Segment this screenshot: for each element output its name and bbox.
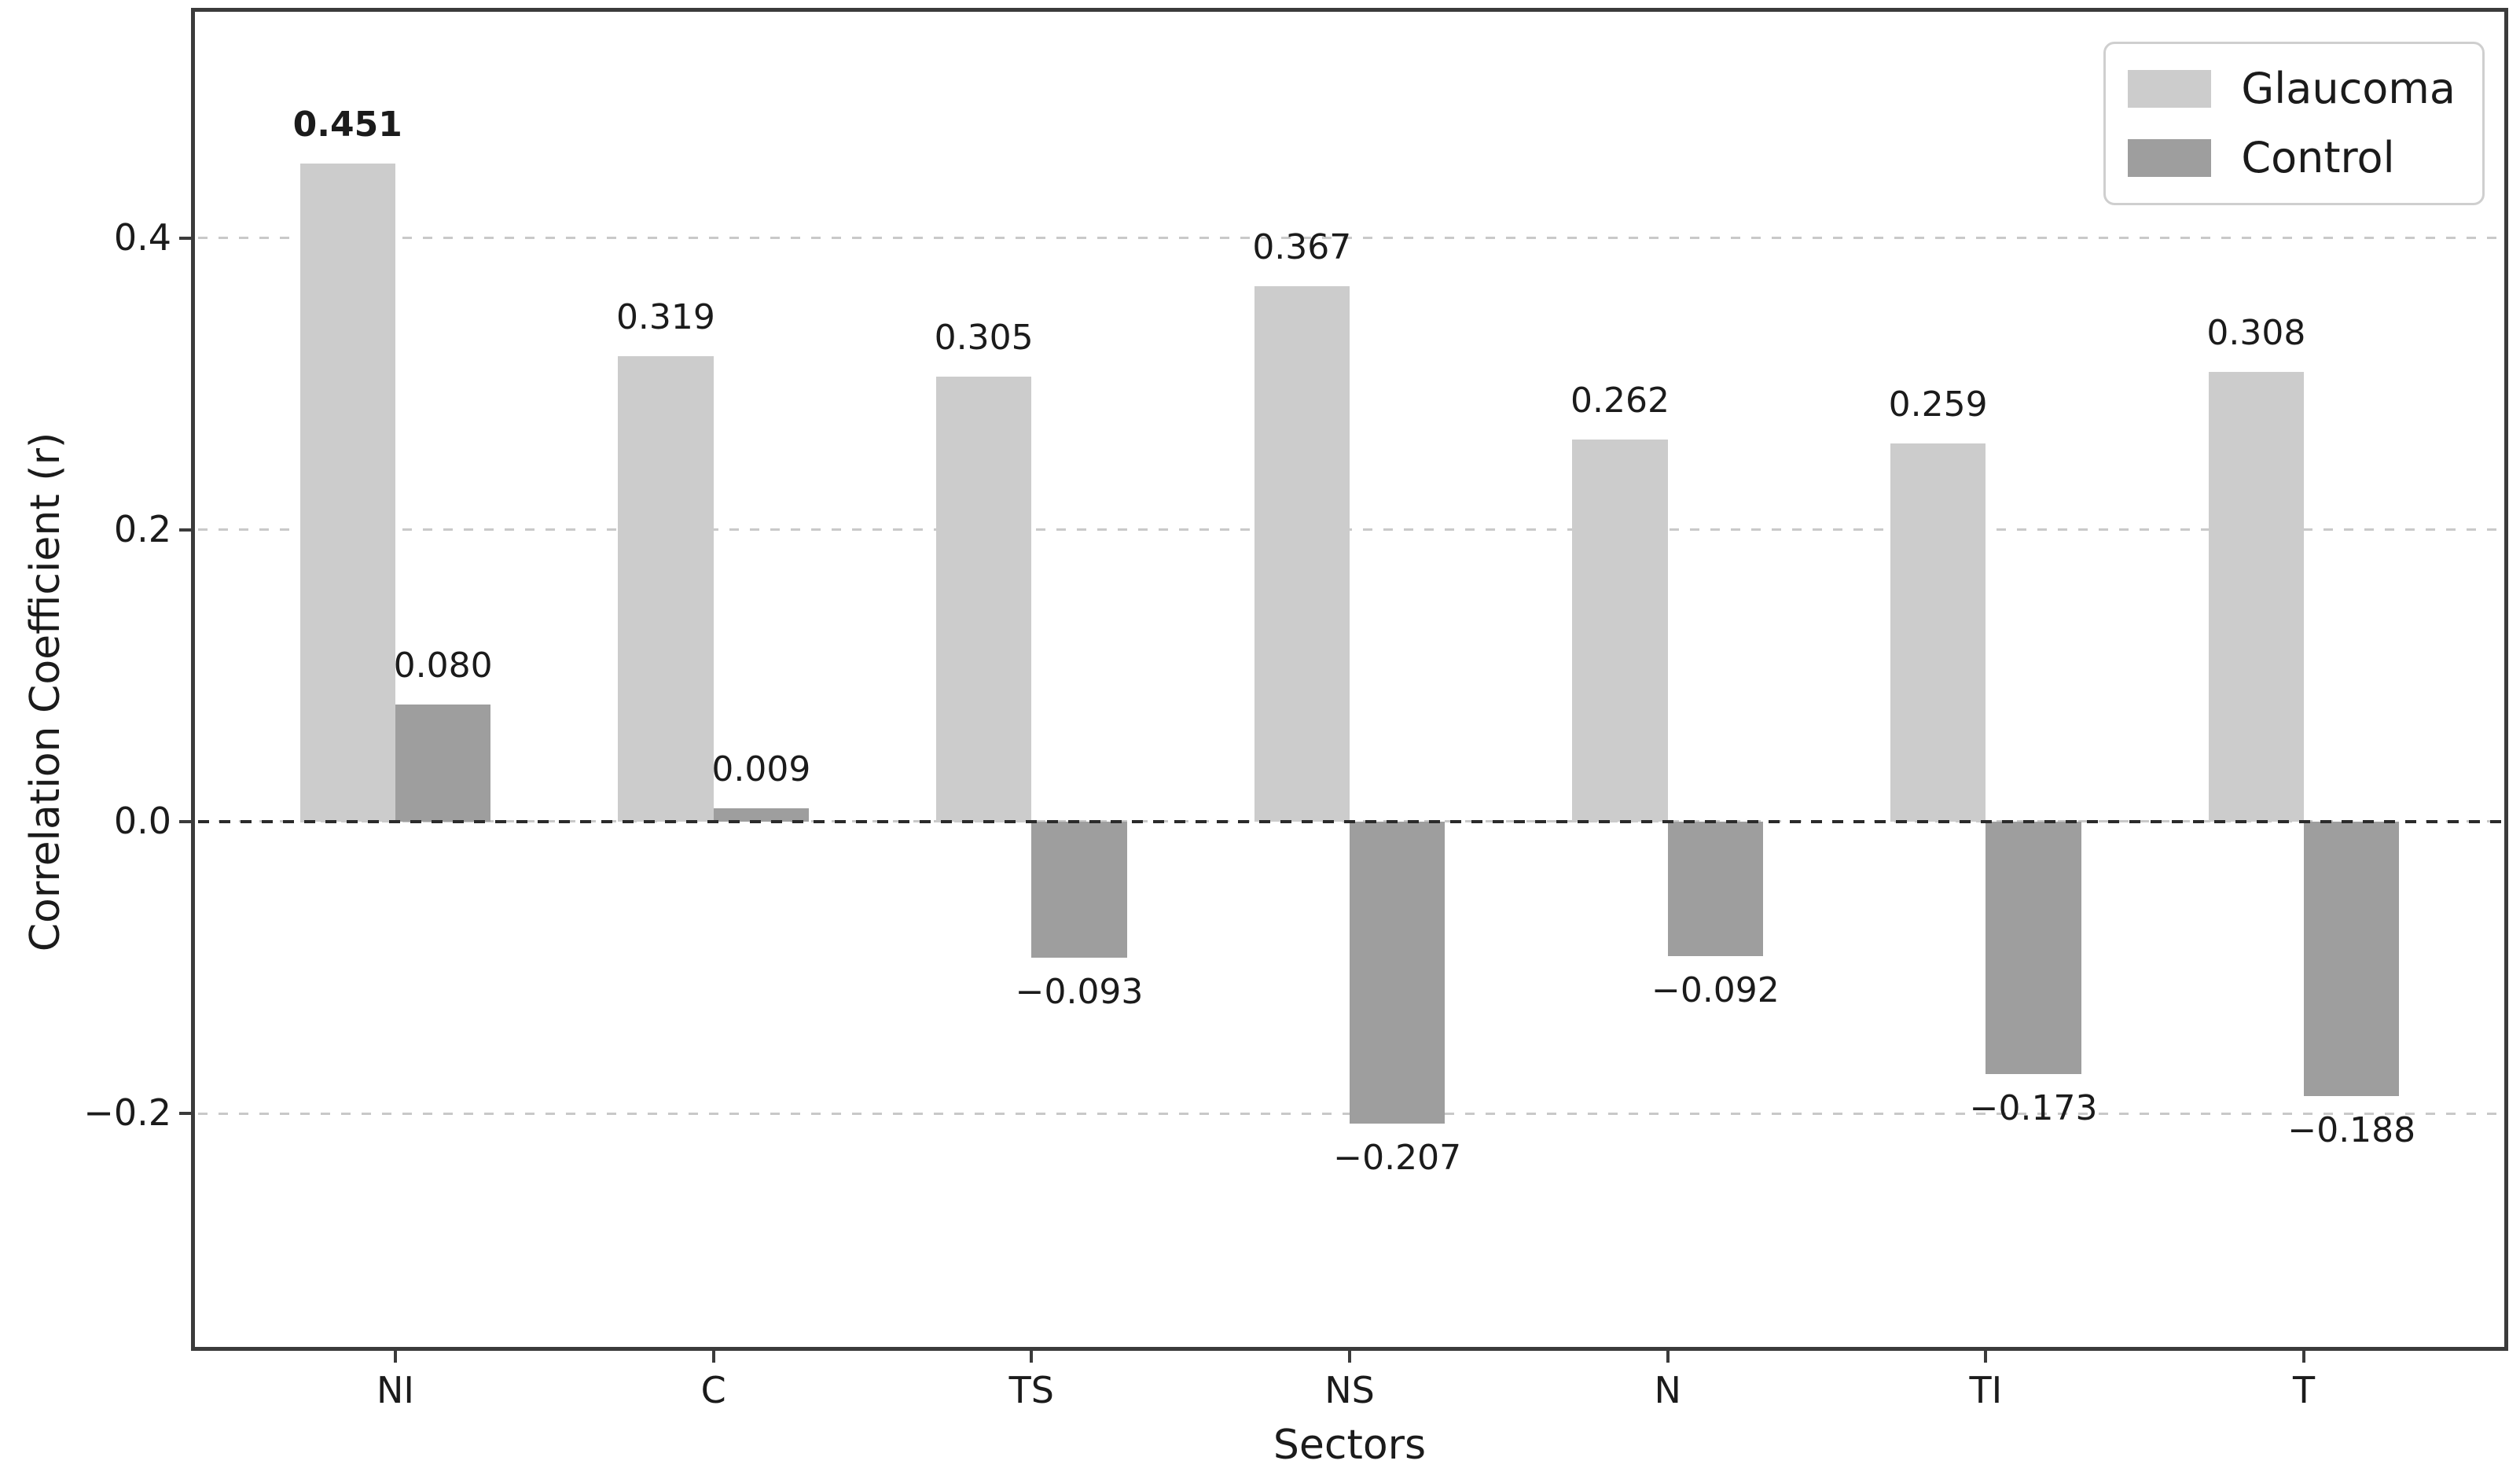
bar-control-NS	[1350, 821, 1446, 1124]
bar-glaucoma-N	[1572, 439, 1668, 822]
bar-control-TI	[1986, 821, 2081, 1074]
x-tick	[711, 1347, 715, 1363]
value-label-glaucoma-T: 0.308	[2206, 313, 2306, 354]
bar-glaucoma-NS	[1254, 285, 1350, 822]
value-label-glaucoma-NI: 0.451	[292, 104, 402, 145]
legend: Glaucoma Control	[2103, 42, 2485, 206]
value-label-control-NS: −0.207	[1333, 1138, 1462, 1179]
legend-item-control: Control	[2128, 133, 2456, 183]
glaucoma-swatch-icon	[2128, 70, 2212, 109]
x-tick-label-TI: TI	[1969, 1369, 2003, 1411]
value-label-control-NI: 0.080	[393, 646, 493, 686]
bar-glaucoma-C	[618, 355, 714, 822]
x-tick	[1030, 1347, 1034, 1363]
bar-control-NI	[395, 705, 491, 822]
bar-control-T	[2304, 821, 2400, 1096]
bar-glaucoma-NI	[299, 163, 395, 822]
y-tick	[179, 819, 195, 823]
control-swatch-icon	[2128, 139, 2212, 178]
value-label-glaucoma-NS: 0.367	[1252, 226, 1352, 267]
bar-control-N	[1667, 821, 1764, 956]
y-tick-label: 0.2	[113, 507, 171, 550]
x-tick-label-TS: TS	[1008, 1369, 1054, 1411]
value-label-control-TS: −0.093	[1015, 971, 1144, 1012]
bar-glaucoma-TS	[935, 376, 1032, 822]
bar-control-TS	[1031, 821, 1127, 958]
y-tick-label: 0.0	[113, 799, 171, 842]
value-label-glaucoma-C: 0.319	[615, 296, 715, 337]
x-tick-label-N: N	[1654, 1369, 1681, 1411]
x-tick-label-NI: NI	[376, 1369, 414, 1411]
bar-control-C	[713, 808, 810, 822]
x-tick	[2302, 1347, 2306, 1363]
y-tick-label: 0.4	[113, 215, 171, 259]
x-axis-label: Sectors	[1273, 1422, 1427, 1469]
value-label-glaucoma-TS: 0.305	[934, 317, 1034, 358]
x-tick	[1984, 1347, 1988, 1363]
x-tick	[393, 1347, 397, 1363]
value-label-glaucoma-TI: 0.259	[1888, 384, 1988, 425]
value-label-control-C: 0.009	[711, 749, 811, 790]
legend-item-glaucoma: Glaucoma	[2128, 64, 2456, 113]
y-tick	[179, 528, 195, 532]
y-tick	[179, 1112, 195, 1116]
y-tick	[179, 236, 195, 240]
zero-line	[198, 819, 2501, 823]
bar-glaucoma-TI	[1890, 443, 1986, 822]
gridline-y0.2	[198, 528, 2501, 532]
value-label-glaucoma-N: 0.262	[1570, 380, 1670, 421]
x-tick-label-T: T	[2292, 1369, 2316, 1411]
x-tick-label-C: C	[700, 1369, 726, 1411]
x-tick	[1348, 1347, 1351, 1363]
x-tick-label-NS: NS	[1324, 1369, 1375, 1411]
x-tick	[1666, 1347, 1670, 1363]
legend-label-glaucoma: Glaucoma	[2241, 64, 2456, 113]
y-tick-label: −0.2	[83, 1091, 171, 1135]
value-label-control-N: −0.092	[1651, 969, 1780, 1010]
value-label-control-T: −0.188	[2287, 1109, 2416, 1150]
bar-glaucoma-T	[2208, 372, 2305, 822]
legend-label-control: Control	[2241, 133, 2395, 183]
plot-area	[191, 8, 2508, 1351]
gridline-y0.4	[198, 237, 2501, 240]
value-label-control-TI: −0.173	[1969, 1087, 2098, 1128]
